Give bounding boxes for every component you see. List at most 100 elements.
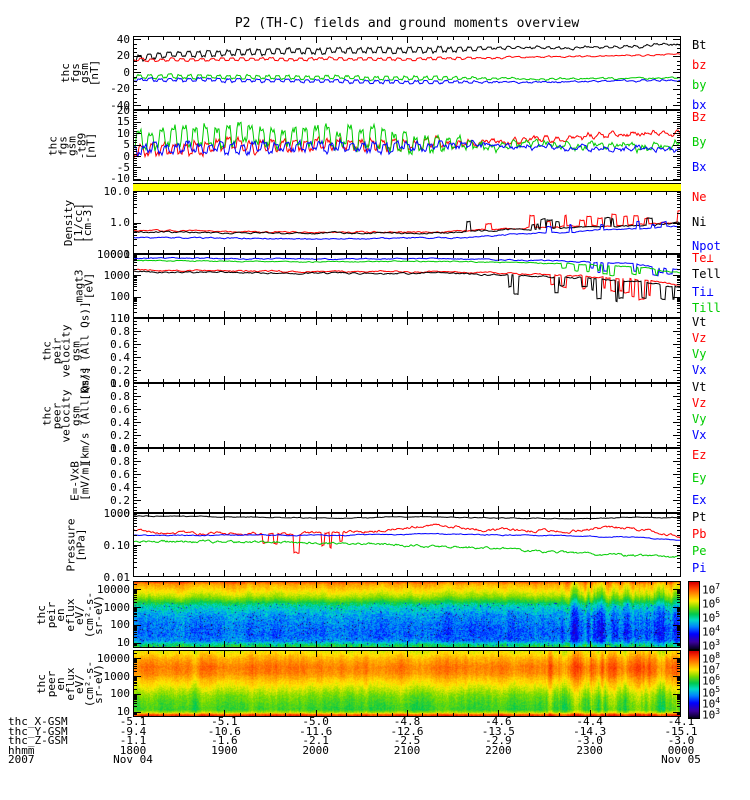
bottom-row-value: -2.9: [485, 734, 512, 747]
legend-by: by: [692, 77, 707, 92]
bottom-row-label: hhmm: [8, 743, 35, 757]
legend-Ti: Ti⊥: [692, 284, 714, 299]
y-tick-label: 0.6: [110, 467, 130, 481]
colorbar-peer-eflux: [688, 650, 700, 719]
y-tick-label: 1.00: [103, 506, 131, 520]
colorbar-label: 105: [702, 684, 721, 700]
bottom-row-value: -4.8: [393, 715, 421, 728]
panel-fgs-gsm-t89: [133, 110, 681, 181]
bottom-row-label: 2007: [8, 753, 35, 766]
y-tick-label: 0.8: [110, 389, 130, 403]
axis-label-text: magt3 [eV]: [72, 269, 96, 303]
y-tick-label: 20: [116, 49, 130, 63]
panel-e-vxb: [133, 448, 681, 513]
bottom-row-value: 1800: [119, 743, 147, 757]
legend-Vy: Vy: [692, 346, 707, 361]
bottom-row-label: thc_X-GSM: [8, 715, 68, 728]
legend-Vy: Vy: [692, 411, 707, 426]
axis-label-text: thc fgs gsm -t89 [nT]: [46, 132, 98, 159]
y-tick-label: 1000: [103, 268, 131, 282]
bottom-row-value: 2300: [576, 743, 603, 757]
panel-peir-eflux: [133, 581, 681, 648]
axis-label-text: Pressure [nPa]: [64, 518, 88, 572]
bottom-row-value: -1.6: [211, 734, 238, 747]
y-tick-label: 0.2: [110, 363, 130, 377]
y-tick-label: 0.6: [110, 402, 130, 416]
y-tick-label: 0.0: [110, 441, 130, 455]
bottom-row-value: -4.6: [485, 715, 512, 728]
colorbar-label: 104: [702, 624, 721, 639]
legend-Ex: Ex: [692, 493, 707, 507]
panel-peir-velocity: [133, 318, 681, 383]
bottom-row-label: thc_Y-GSM: [8, 724, 68, 738]
bottom-row-value: -15.1: [664, 724, 698, 738]
legend-Pb: Pb: [692, 527, 707, 542]
legend-bx: bx: [692, 97, 707, 112]
colorbar-label: 107: [702, 582, 721, 597]
legend-Till: Till: [692, 300, 721, 315]
bottom-row-value: Nov 05: [661, 753, 701, 766]
colorbar-label: 104: [702, 695, 721, 711]
colorbar-label: 105: [702, 610, 721, 625]
legend-Tell: Tell: [692, 266, 721, 281]
bottom-row-value: -3.0: [667, 734, 695, 747]
legend-Bx: Bx: [692, 159, 707, 174]
y-tick-label: 40: [116, 32, 130, 46]
y-tick-label: 10.0: [103, 184, 131, 198]
axis-label-text: thc fgs gsm [nT]: [59, 59, 101, 87]
bottom-row-value: -12.6: [390, 724, 424, 738]
legend-Pt: Pt: [692, 509, 707, 524]
y-tick-label: 1.0: [110, 376, 130, 390]
y-tick-label: 10000: [96, 651, 130, 665]
bottom-row-value: -4.4: [576, 715, 603, 728]
bottom-row-value: 2200: [485, 743, 512, 757]
panel-peer-eflux: [133, 650, 681, 717]
legend-Ni: Ni: [692, 214, 707, 229]
y-tick-label: 10000: [96, 247, 130, 261]
y-tick-label: 100: [110, 687, 130, 701]
legend-Vt: Vt: [692, 379, 707, 394]
legend-Vt: Vt: [692, 314, 707, 329]
colorbar-label: 106: [702, 673, 721, 689]
y-tick-label: 1.0: [110, 216, 130, 229]
y-tick-label: 0.4: [110, 415, 130, 429]
chart-title: P2 (TH-C) fields and ground moments over…: [234, 16, 580, 31]
y-tick-label: -10: [110, 172, 130, 186]
bottom-row-value: -5.0: [302, 715, 329, 728]
y-tick-label: 0.6: [110, 337, 130, 351]
bottom-row-value: -10.6: [207, 724, 241, 738]
colorbar-label: 108: [702, 651, 721, 666]
colorbar-peir-eflux: [688, 581, 700, 650]
spectrogram-peir-eflux: [133, 581, 681, 648]
legend-bz: bz: [692, 57, 707, 72]
legend-Pe: Pe: [692, 543, 707, 558]
y-tick-label: -20: [110, 82, 130, 96]
bottom-row-value: 0000: [667, 743, 695, 757]
bottom-row-value: -3.0: [576, 734, 603, 747]
y-tick-label: 1.0: [110, 311, 130, 325]
bottom-row-label: thc_Z-GSM: [8, 734, 68, 747]
y-tick-label: 5: [123, 138, 130, 152]
panel-density: [133, 191, 681, 254]
colorbar-label: 107: [702, 662, 721, 677]
y-tick-label: 100: [110, 290, 130, 304]
y-tick-label: 100: [110, 618, 130, 632]
y-tick-label: 20: [116, 103, 130, 117]
y-tick-label: 0.10: [103, 538, 131, 552]
y-tick-label: 0.2: [110, 493, 130, 507]
panel-pressure: [133, 513, 681, 577]
colorbar-label: 103: [702, 707, 721, 722]
axis-label-text: thc peer en eflux eV/(cm²-s-sr-eV): [34, 660, 105, 707]
bottom-row-value: Nov 04: [113, 753, 153, 766]
legend-Vx: Vx: [692, 428, 707, 442]
legend-Vz: Vz: [692, 331, 707, 346]
y-tick-label: 10000: [96, 582, 130, 596]
y-tick-label: -40: [110, 98, 130, 112]
axis-label-text: thc peir en eflux eV/(cm²-s-sr-eV): [34, 591, 105, 638]
y-tick-label: 0.8: [110, 454, 130, 468]
legend-By: By: [692, 134, 707, 149]
legend-Vx: Vx: [692, 363, 707, 377]
y-tick-label: 1.0: [110, 441, 130, 455]
y-tick-label: 0: [123, 65, 130, 79]
colorbar-label: 103: [702, 638, 721, 653]
